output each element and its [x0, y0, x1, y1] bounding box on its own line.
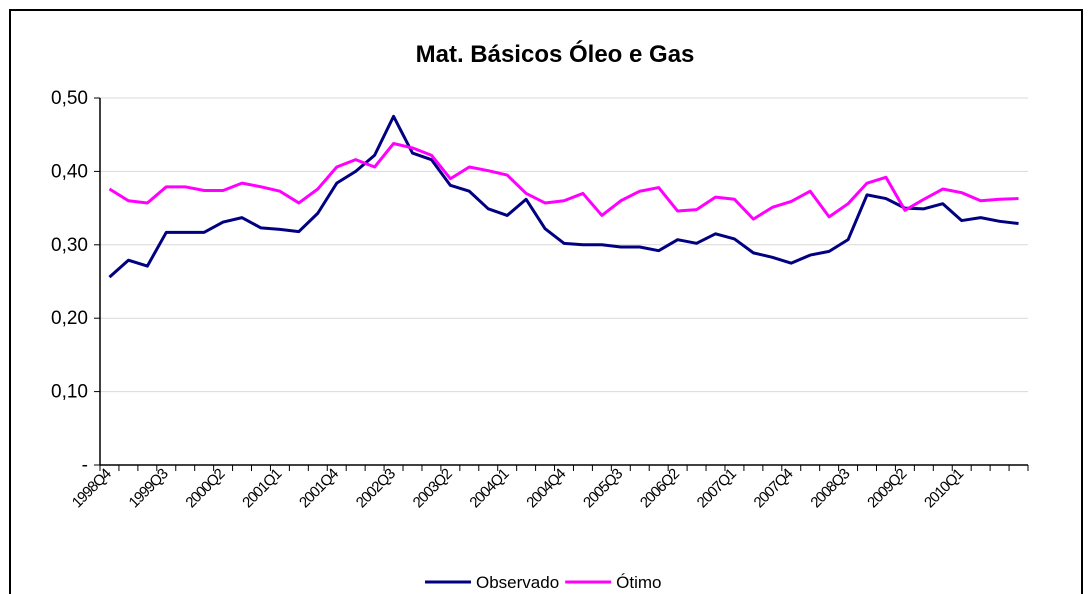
chart-frame	[9, 9, 1083, 594]
y-tick-label: 0,50	[51, 88, 88, 109]
y-tick-label: -	[82, 455, 88, 476]
data-line	[108, 114, 1019, 279]
chart-title: Mat. Básicos Óleo e Gas	[416, 40, 695, 68]
legend-label: Observado	[476, 573, 559, 592]
legend-label: Ótimo	[616, 573, 661, 592]
y-tick-label: 0,40	[51, 161, 88, 182]
y-tick-label: 0,20	[51, 308, 88, 329]
y-tick-label: 0,10	[51, 382, 88, 403]
y-tick-label: 0,30	[51, 235, 88, 256]
data-line	[108, 142, 1019, 221]
